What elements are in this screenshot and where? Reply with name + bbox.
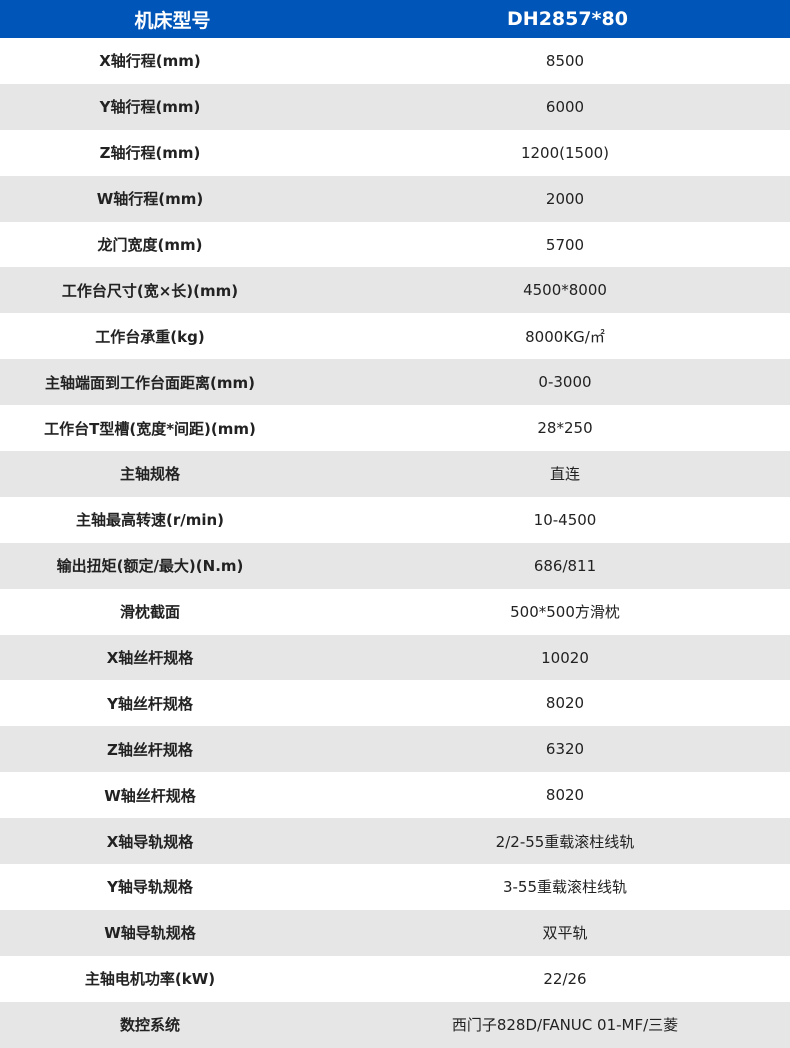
spec-value: 686/811: [533, 556, 597, 575]
spec-value: 直连: [549, 465, 580, 484]
spec-value: 6000: [545, 97, 585, 116]
spec-label: Y轴导轨规格: [107, 878, 193, 897]
spec-label: 滑枕截面: [119, 603, 180, 622]
spec-label: 主轴端面到工作台面距离(mm): [45, 373, 255, 392]
spec-value: 0-3000: [538, 373, 592, 392]
table-row: 数控系统 西门子828D/FANUC 01-MF/三菱: [0, 1001, 790, 1048]
spec-label: X轴丝杆规格: [106, 649, 194, 668]
table-row: Y轴导轨规格 3-55重载滚柱线轨: [0, 864, 790, 910]
spec-label: X轴导轨规格: [106, 832, 194, 851]
spec-label: Z轴行程(mm): [99, 144, 201, 163]
spec-value: 3-55重载滚柱线轨: [502, 878, 628, 897]
spec-label: 主轴电机功率(kW): [84, 970, 216, 989]
table-row: 主轴规格 直连: [0, 451, 790, 497]
table-row: 龙门宽度(mm) 5700: [0, 222, 790, 268]
spec-value: 500*500方滑枕: [510, 603, 620, 622]
spec-table: X轴行程(mm) 8500 Y轴行程(mm) 6000 Z轴行程(mm) 1200(150…: [0, 38, 790, 1048]
table-row: 工作台承重(kg) 8000KG/㎡: [0, 313, 790, 359]
spec-label: 工作台承重(kg): [95, 327, 205, 346]
spec-label: 工作台尺寸(宽×长)(mm): [61, 281, 239, 300]
table-row: 主轴端面到工作台面距离(mm) 0-3000: [0, 359, 790, 406]
table-row: X轴行程(mm) 8500: [0, 38, 790, 84]
table-row: Y轴行程(mm) 6000: [0, 83, 790, 130]
spec-label: Z轴丝杆规格: [107, 740, 193, 759]
table-row: 滑枕截面 500*500方滑枕: [0, 589, 790, 635]
spec-label: 龙门宽度(mm): [97, 236, 203, 254]
spec-value: 8500: [545, 51, 585, 70]
table-row: 输出扭矩(额定/最大)(N.m) 686/811: [0, 542, 790, 589]
spec-label: 主轴最高转速(r/min): [75, 511, 225, 530]
spec-label: X轴行程(mm): [99, 52, 201, 71]
header-label: 机床型号: [134, 9, 211, 32]
table-row: W轴丝杆规格 8020: [0, 772, 790, 818]
spec-label: 工作台T型槽(宽度*间距)(mm): [44, 419, 256, 438]
table-row: X轴丝杆规格 10020: [0, 634, 790, 681]
spec-label: 输出扭矩(额定/最大)(N.m): [56, 557, 244, 576]
spec-label: 主轴规格: [119, 465, 180, 484]
spec-label: Y轴丝杆规格: [107, 694, 193, 713]
table-row: 工作台尺寸(宽×长)(mm) 4500*8000: [0, 267, 790, 314]
table-row: 主轴电机功率(kW) 22/26: [0, 956, 790, 1002]
table-header: 机床型号 DH2857*80: [0, 0, 790, 38]
table-row: Z轴行程(mm) 1200(1500): [0, 130, 790, 176]
table-row: 主轴最高转速(r/min) 10-4500: [0, 497, 790, 543]
table-row: W轴导轨规格 双平轨: [0, 909, 790, 956]
spec-label: Y轴行程(mm): [99, 98, 201, 117]
header-model: DH2857*80: [507, 8, 628, 30]
spec-value: 西门子828D/FANUC 01-MF/三菱: [451, 1016, 679, 1035]
spec-value: 10020: [541, 648, 589, 667]
spec-value: 2/2-55重载滚柱线轨: [495, 832, 635, 851]
table-row: W轴行程(mm) 2000: [0, 175, 790, 222]
spec-label: W轴行程(mm): [96, 190, 204, 209]
table-row: 工作台T型槽(宽度*间距)(mm) 28*250: [0, 405, 790, 451]
spec-label: 数控系统: [119, 1016, 180, 1035]
spec-value: 8020: [545, 786, 585, 805]
spec-value: 10-4500: [533, 510, 597, 529]
table-row: X轴导轨规格 2/2-55重载滚柱线轨: [0, 818, 790, 865]
spec-label: W轴丝杆规格: [104, 786, 196, 805]
spec-value: 2000: [545, 189, 585, 208]
table-row: Z轴丝杆规格 6320: [0, 726, 790, 773]
spec-label: W轴导轨规格: [104, 924, 196, 943]
spec-value: 5700: [545, 235, 585, 254]
spec-value: 6320: [545, 740, 585, 759]
table-row: Y轴丝杆规格 8020: [0, 680, 790, 726]
spec-value: 8020: [545, 694, 585, 713]
spec-value: 22/26: [543, 969, 587, 988]
spec-value: 4500*8000: [523, 281, 607, 300]
spec-value: 双平轨: [542, 924, 588, 943]
spec-value: 8000KG/㎡: [525, 327, 605, 346]
spec-value: 28*250: [537, 419, 593, 438]
spec-value: 1200(1500): [520, 143, 610, 162]
